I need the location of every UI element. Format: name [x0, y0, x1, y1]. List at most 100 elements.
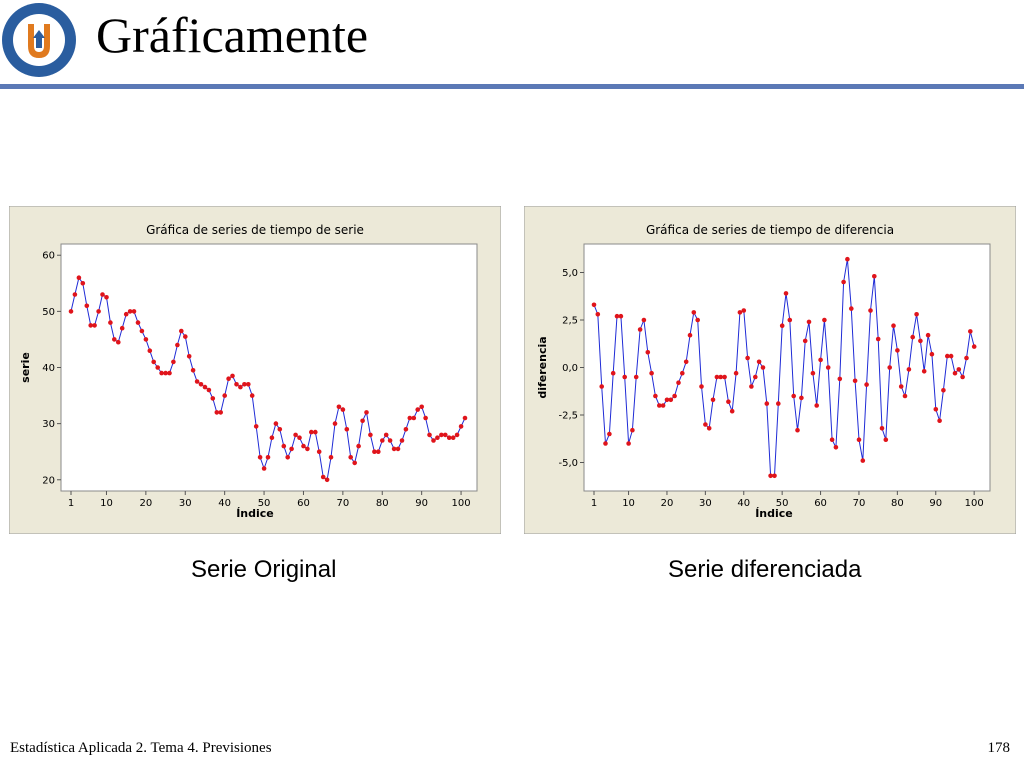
data-point [695, 317, 700, 323]
data-point [626, 441, 631, 446]
data-point [841, 279, 846, 285]
data-point [595, 312, 601, 317]
data-point [653, 393, 658, 399]
x-tick-label: 80 [376, 498, 389, 509]
data-point [637, 327, 643, 332]
y-tick-label: 5,0 [562, 268, 578, 279]
data-point [454, 432, 460, 438]
data-point [116, 339, 121, 345]
data-point [956, 367, 962, 372]
data-point [324, 477, 330, 483]
data-point [301, 443, 306, 449]
data-point [376, 449, 381, 454]
data-point [186, 354, 192, 359]
data-point [914, 312, 919, 317]
data-point [249, 393, 255, 398]
logo-letter-u [28, 24, 50, 58]
data-point [139, 328, 145, 334]
x-tick-label: 60 [297, 498, 310, 509]
data-point [710, 397, 716, 403]
data-point [407, 415, 413, 421]
x-tick-label: 40 [218, 498, 231, 509]
x-tick-label: 80 [891, 498, 904, 509]
data-point [265, 455, 271, 460]
data-point [768, 473, 773, 479]
series-line [593, 259, 975, 477]
data-point [753, 374, 758, 380]
data-point [964, 355, 969, 361]
data-point [104, 295, 109, 300]
data-point [439, 432, 444, 438]
data-point [672, 393, 677, 399]
data-point [123, 311, 129, 317]
data-point [281, 443, 287, 449]
data-point [795, 427, 800, 433]
data-point [810, 370, 816, 376]
data-point [660, 403, 666, 408]
data-point [718, 374, 723, 380]
data-point [285, 455, 291, 460]
data-point [630, 427, 635, 433]
data-point [297, 435, 302, 440]
data-point [683, 359, 689, 365]
data-point [937, 418, 942, 423]
data-point [875, 336, 881, 342]
chart-title: Gráfica de series de tiempo de diferenci… [646, 223, 894, 237]
data-point [614, 313, 620, 319]
data-point [80, 281, 86, 286]
data-point [952, 370, 958, 376]
data-point [822, 317, 827, 323]
data-point [399, 438, 405, 443]
data-point [368, 432, 373, 438]
x-tick-label: 1 [68, 498, 74, 509]
data-point [703, 422, 708, 427]
data-point [135, 320, 141, 325]
x-tick-label: 20 [661, 498, 674, 509]
data-point [222, 393, 227, 398]
data-point [163, 370, 168, 376]
data-point [328, 455, 334, 460]
data-point [864, 382, 869, 387]
data-point [340, 407, 346, 412]
data-point [618, 313, 624, 319]
logo-arrow [33, 30, 45, 48]
data-point [787, 317, 793, 323]
data-point [234, 382, 239, 387]
data-point [891, 323, 896, 328]
data-point [649, 370, 654, 376]
data-point [159, 370, 164, 376]
data-point [814, 403, 819, 408]
data-point [818, 357, 823, 363]
data-point [887, 365, 892, 370]
data-point [273, 421, 279, 426]
data-point [929, 351, 935, 357]
x-tick-label: 90 [929, 498, 942, 509]
data-point [722, 374, 727, 380]
data-point [423, 415, 428, 421]
data-point [230, 373, 235, 379]
data-point [610, 370, 616, 376]
data-point [872, 274, 877, 279]
y-axis-label: diferencia [536, 336, 549, 398]
data-point [668, 397, 674, 403]
data-point [253, 424, 259, 429]
university-logo [2, 3, 76, 77]
data-point [372, 449, 377, 454]
data-point [733, 370, 739, 376]
data-point [945, 353, 950, 359]
x-tick-label: 40 [737, 498, 750, 509]
data-point [446, 435, 452, 440]
data-point [641, 317, 647, 323]
data-point [745, 355, 750, 361]
data-point [760, 365, 766, 370]
data-point [403, 427, 409, 432]
data-point [645, 350, 651, 355]
data-point [218, 410, 223, 415]
data-point [603, 441, 608, 446]
data-point [664, 397, 670, 403]
data-point [772, 473, 777, 479]
title-divider [0, 84, 1024, 89]
data-point [289, 446, 294, 452]
data-point [119, 325, 125, 331]
data-point [179, 328, 184, 334]
